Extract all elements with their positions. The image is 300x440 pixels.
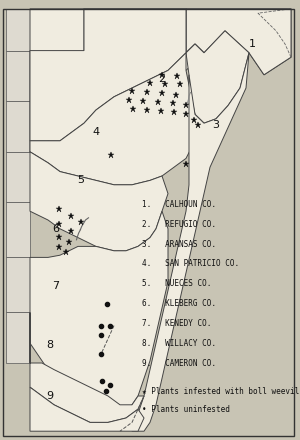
Polygon shape [6,152,30,202]
Text: 3: 3 [212,121,220,130]
Text: 3.   ARANSAS CO.: 3. ARANSAS CO. [142,240,217,249]
Polygon shape [6,101,30,152]
Text: 8.   WILLACY CO.: 8. WILLACY CO. [142,339,217,348]
Text: 2.   REFUGIO CO.: 2. REFUGIO CO. [142,220,217,229]
Text: 5: 5 [77,176,85,185]
Text: 9: 9 [46,391,53,401]
Polygon shape [132,53,249,431]
Polygon shape [6,312,30,363]
Polygon shape [186,9,291,75]
Text: 1.   CALHOUN CO.: 1. CALHOUN CO. [142,200,217,209]
Text: 6: 6 [52,224,59,234]
Polygon shape [186,31,249,123]
Polygon shape [84,9,204,88]
Text: 4: 4 [92,127,100,137]
Polygon shape [30,211,168,414]
Polygon shape [6,9,30,51]
Text: 6.   KLEBERG CO.: 6. KLEBERG CO. [142,299,217,308]
Polygon shape [30,53,204,185]
Text: 1: 1 [248,39,256,49]
Text: 5.   NUECES CO.: 5. NUECES CO. [142,279,212,288]
Text: 9.   CAMERON CO.: 9. CAMERON CO. [142,359,217,367]
Polygon shape [6,202,30,257]
Text: 4.   SAN PATRICIO CO.: 4. SAN PATRICIO CO. [142,260,240,268]
Polygon shape [6,51,30,101]
Polygon shape [6,257,30,312]
Text: 8: 8 [46,341,53,350]
Polygon shape [30,9,186,141]
Text: • Plants uninfested: • Plants uninfested [142,405,230,414]
Text: ★ Plants infested with boll weevils: ★ Plants infested with boll weevils [142,387,300,396]
Polygon shape [30,152,168,251]
Polygon shape [30,312,144,422]
Text: 2: 2 [158,74,166,84]
Text: 7.   KENEDY CO.: 7. KENEDY CO. [142,319,212,328]
Polygon shape [30,387,144,431]
Text: 7: 7 [52,281,59,291]
Polygon shape [30,9,291,154]
